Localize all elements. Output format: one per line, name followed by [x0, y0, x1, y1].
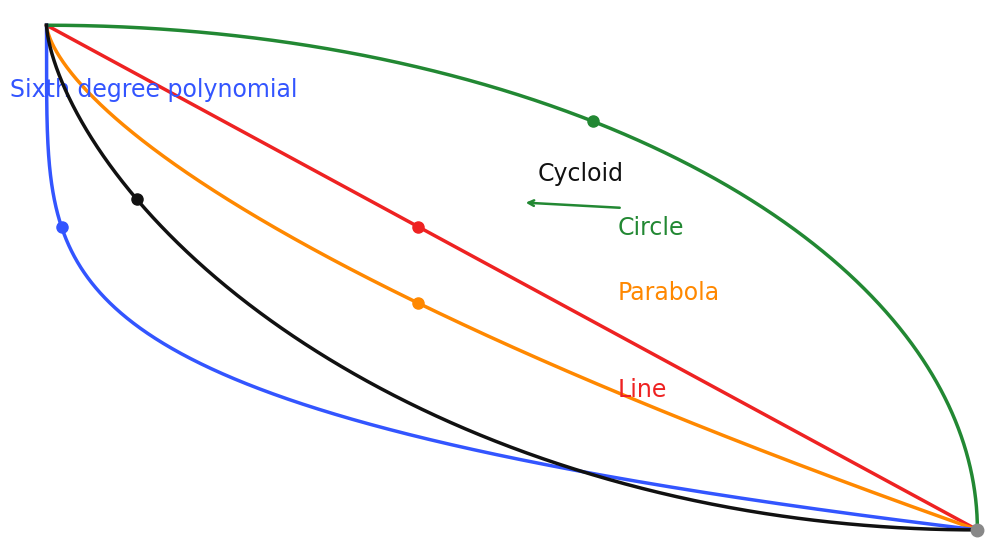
Text: Sixth degree polynomial: Sixth degree polynomial: [10, 78, 298, 102]
Text: Line: Line: [618, 378, 667, 402]
Text: Parabola: Parabola: [618, 281, 720, 305]
Text: Circle: Circle: [618, 216, 684, 240]
Text: Cycloid: Cycloid: [538, 162, 623, 186]
